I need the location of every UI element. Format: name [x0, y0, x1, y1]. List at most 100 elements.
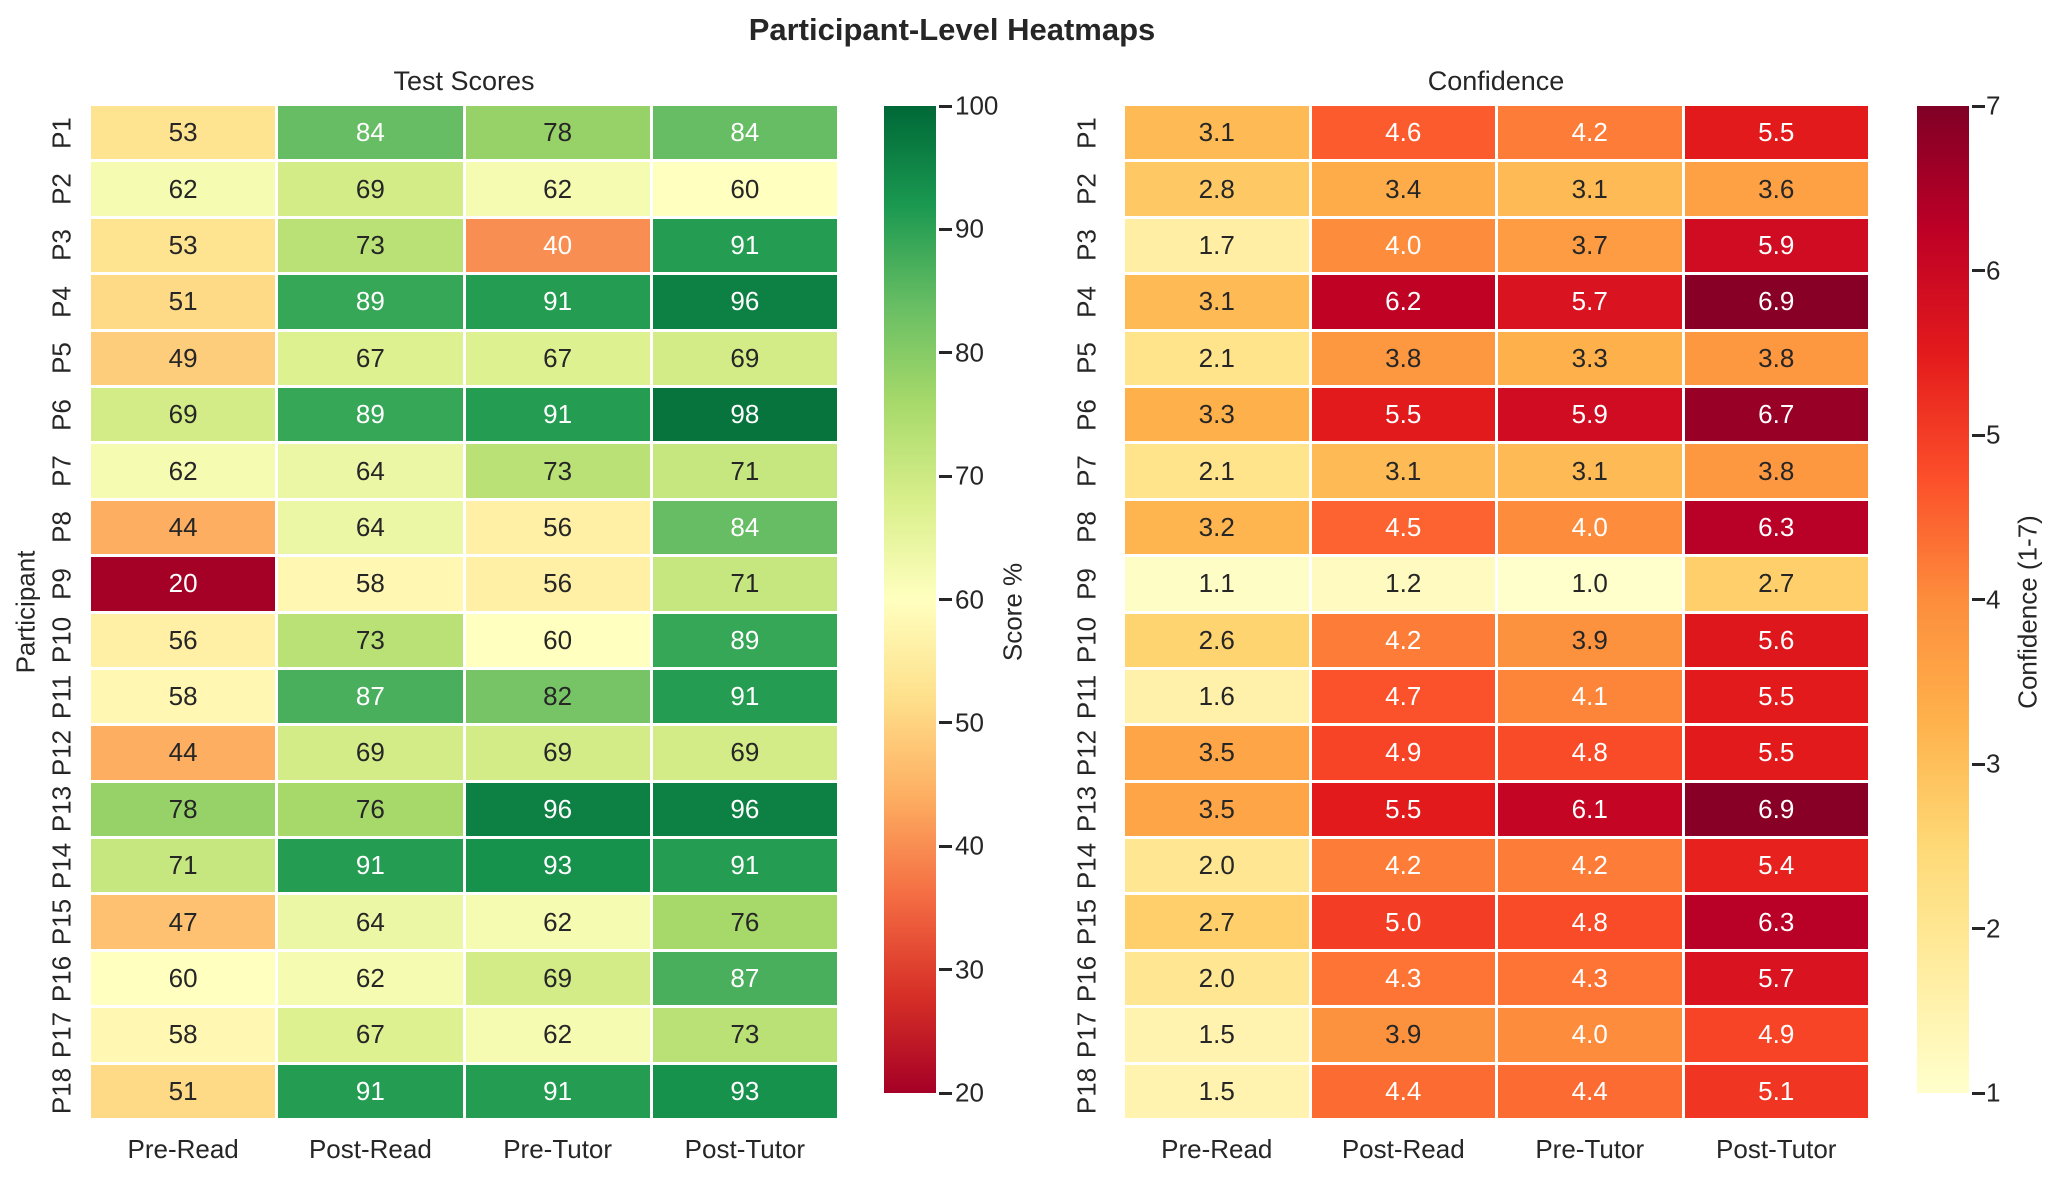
heatmap-cell-P11-Post-Tutor: 91 — [652, 669, 837, 724]
heatmap-cell-P12-Pre-Tutor: 4.8 — [1498, 726, 1682, 780]
colorbar-tick-30 — [939, 968, 952, 972]
heatmap-cell-P5-Pre-Read: 2.1 — [1125, 331, 1309, 385]
colorbar-tick-label-4: 4 — [1986, 584, 2001, 614]
heatmap-cell-P18-Pre-Read: 51 — [91, 1064, 276, 1118]
heatmap-cell-P12-Post-Read: 69 — [278, 726, 463, 780]
heatmap-cell-P13-Pre-Tutor: 6.1 — [1498, 782, 1682, 837]
heatmap-cell-P11-Post-Read: 87 — [278, 669, 463, 724]
heatmap-cell-P2-Post-Tutor: 3.6 — [1684, 162, 1868, 216]
heatmap-cell-P8-Pre-Tutor: 56 — [465, 500, 650, 555]
y-tick-label-P1: P1 — [1071, 116, 1102, 149]
heatmap-cell-P6-Post-Tutor: 98 — [652, 387, 837, 442]
heatmap-cell-P3-Post-Read: 73 — [278, 218, 463, 273]
heatmap-cell-P16-Post-Tutor: 5.7 — [1684, 951, 1868, 1006]
heatmap-cell-P2-Post-Read: 69 — [278, 162, 463, 216]
heatmap-cell-P5-Post-Tutor: 69 — [652, 331, 837, 385]
heatmap-cell-P11-Post-Read: 4.7 — [1311, 669, 1495, 724]
colorbar-tick-label-5: 5 — [1986, 419, 2001, 450]
heatmap-cell-P13-Pre-Read: 3.5 — [1125, 782, 1309, 837]
colorbar-label-score: Score % — [997, 562, 1028, 662]
colorbar-tick-4 — [1972, 598, 1985, 601]
heatmap-cell-P12-Pre-Read: 3.5 — [1125, 726, 1309, 780]
heatmap-cell-P12-Pre-Read: 44 — [91, 726, 276, 780]
colorbar-label-confidence: Confidence (1-7) — [2012, 515, 2043, 709]
heatmap-cell-P6-Pre-Read: 69 — [91, 387, 276, 442]
heatmap-cell-P3-Post-Tutor: 91 — [652, 218, 837, 273]
heatmap-cell-P6-Post-Read: 5.5 — [1311, 387, 1495, 442]
heatmap-cell-P3-Post-Tutor: 5.9 — [1684, 218, 1868, 273]
colorbar-tick-label-2: 2 — [1986, 913, 2001, 943]
heatmap-cell-P15-Pre-Read: 47 — [91, 895, 276, 949]
y-tick-label-P15: P15 — [1071, 898, 1102, 946]
heatmap-cell-P2-Pre-Tutor: 62 — [465, 162, 650, 216]
y-tick-label-P15: P15 — [46, 898, 77, 946]
heatmap-cell-P10-Pre-Tutor: 3.9 — [1498, 613, 1682, 667]
colorbar-tick-label-100: 100 — [955, 90, 999, 121]
colorbar-tick-3 — [1972, 762, 1985, 766]
heatmap-cell-P17-Pre-Read: 1.5 — [1125, 1008, 1309, 1062]
heatmap-cell-P16-Pre-Tutor: 69 — [465, 951, 650, 1006]
heatmap-cell-P8-Post-Read: 64 — [278, 500, 463, 555]
panel-title-confidence: Confidence — [1427, 66, 1565, 96]
heatmap-cell-P1-Post-Read: 84 — [278, 106, 463, 160]
heatmap-cell-P10-Post-Tutor: 5.6 — [1684, 613, 1868, 667]
heatmap-cell-P17-Post-Tutor: 4.9 — [1684, 1008, 1868, 1062]
heatmap-cell-P17-Pre-Read: 58 — [91, 1008, 276, 1062]
heatmap-cell-P12-Pre-Tutor: 69 — [465, 726, 650, 780]
heatmap-cell-P5-Pre-Tutor: 3.3 — [1498, 331, 1682, 385]
y-tick-label-P16: P16 — [46, 955, 77, 1002]
heatmap-cell-P13-Post-Read: 76 — [278, 782, 463, 837]
heatmap-cell-P14-Post-Read: 91 — [278, 839, 463, 893]
heatmap-cell-P3-Pre-Tutor: 3.7 — [1498, 218, 1682, 273]
heatmap-cell-P4-Pre-Read: 3.1 — [1125, 275, 1309, 329]
heatmap-cell-P10-Pre-Read: 56 — [91, 613, 276, 667]
y-tick-label-P4: P4 — [1071, 285, 1102, 318]
heatmap-cell-P9-Pre-Tutor: 56 — [465, 557, 650, 611]
y-tick-label-P14: P14 — [46, 842, 77, 889]
y-tick-label-P7: P7 — [1071, 455, 1102, 487]
x-tick-label-Post-Tutor: Post-Tutor — [1716, 1134, 1837, 1164]
heatmap-cell-P15-Pre-Tutor: 4.8 — [1498, 895, 1682, 949]
y-tick-label-P13: P13 — [46, 786, 77, 833]
heatmap-cell-P18-Post-Read: 4.4 — [1311, 1064, 1495, 1118]
colorbar-tick-label-7: 7 — [1986, 90, 2001, 121]
heatmap-cell-P18-Pre-Tutor: 91 — [465, 1064, 650, 1118]
heatmap-cell-P1-Post-Tutor: 84 — [652, 106, 837, 160]
heatmap-cell-P17-Pre-Tutor: 4.0 — [1498, 1008, 1682, 1062]
y-tick-label-P1: P1 — [46, 116, 77, 149]
heatmap-cell-P9-Pre-Read: 20 — [91, 557, 276, 611]
heatmap-confidence: 3.1 4.6 4.2 5.5 2.8 3.4 3.1 3.6 1.7 4.0 3.7 5.9 3.1 6… — [1125, 106, 1868, 1118]
colorbar-tick-label-20: 20 — [955, 1077, 984, 1108]
x-tick-label-Pre-Tutor: Pre-Tutor — [503, 1134, 613, 1164]
colorbar-tick-7 — [1972, 104, 1985, 108]
heatmap-cell-P10-Post-Read: 4.2 — [1311, 613, 1495, 667]
heatmap-cell-P17-Pre-Tutor: 62 — [465, 1008, 650, 1062]
colorbar-tick-2 — [1972, 927, 1985, 930]
heatmap-cell-P8-Post-Tutor: 84 — [652, 500, 837, 555]
y-tick-label-P2: P2 — [1071, 173, 1102, 205]
heatmap-cell-P18-Post-Tutor: 5.1 — [1684, 1064, 1868, 1118]
heatmap-cell-P7-Post-Read: 3.1 — [1311, 444, 1495, 498]
heatmap-cell-P15-Post-Read: 5.0 — [1311, 895, 1495, 949]
colorbar-tick-70 — [939, 474, 952, 478]
y-tick-label-P6: P6 — [1071, 398, 1102, 431]
y-tick-label-P13: P13 — [1071, 786, 1102, 833]
heatmap-cell-P18-Post-Read: 91 — [278, 1064, 463, 1118]
heatmap-cell-P15-Post-Tutor: 6.3 — [1684, 895, 1868, 949]
x-tick-label-Pre-Tutor: Pre-Tutor — [1535, 1134, 1645, 1164]
heatmap-cell-P14-Post-Tutor: 91 — [652, 839, 837, 893]
heatmap-cell-P10-Pre-Read: 2.6 — [1125, 613, 1309, 667]
heatmap-cell-P4-Post-Read: 6.2 — [1311, 275, 1495, 329]
heatmap-cell-P16-Pre-Tutor: 4.3 — [1498, 951, 1682, 1006]
heatmap-cell-P7-Post-Tutor: 71 — [652, 444, 837, 498]
heatmap-cell-P14-Post-Read: 4.2 — [1311, 839, 1495, 893]
heatmap-cell-P12-Post-Read: 4.9 — [1311, 726, 1495, 780]
y-tick-label-P3: P3 — [1071, 229, 1102, 262]
x-tick-label-Post-Read: Post-Read — [1341, 1134, 1465, 1164]
y-tick-label-P8: P8 — [46, 511, 77, 544]
heatmap-cell-P16-Pre-Read: 60 — [91, 951, 276, 1006]
y-tick-label-P6: P6 — [46, 398, 77, 431]
y-tick-label-P5: P5 — [46, 342, 77, 375]
y-tick-label-P12: P12 — [1071, 729, 1102, 777]
heatmap-cell-P9-Pre-Tutor: 1.0 — [1498, 557, 1682, 611]
